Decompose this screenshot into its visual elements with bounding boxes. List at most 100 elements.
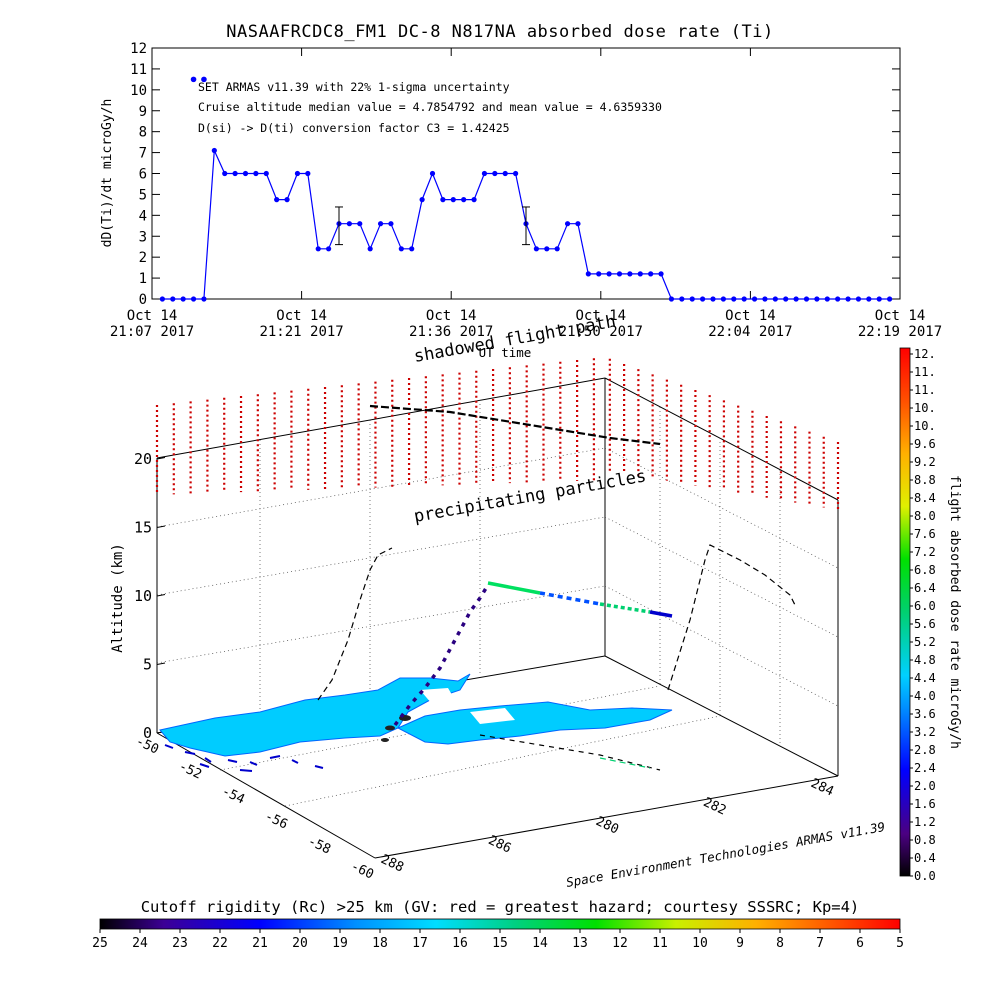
shadow-top xyxy=(369,404,661,446)
x-tick-label-date: Oct 14 xyxy=(875,308,926,324)
data-point xyxy=(668,296,675,302)
outlier-point xyxy=(201,76,207,83)
data-point xyxy=(492,170,498,177)
data-point xyxy=(294,170,301,177)
shadow-right-wall xyxy=(667,544,796,691)
data-point xyxy=(190,296,197,302)
latitude-axis-ticks: -50 -52 -54 -56 -58 -60 xyxy=(133,734,376,883)
data-point xyxy=(284,197,290,203)
longitude-tick-label: 282 xyxy=(701,795,729,819)
dose-colorbar-tick-label: 2.8 xyxy=(914,743,936,757)
data-point xyxy=(689,296,695,302)
dose-colorbar-tick-label: 4.8 xyxy=(914,653,936,667)
data-point xyxy=(700,296,706,302)
data-point xyxy=(481,170,488,177)
data-point xyxy=(377,221,384,227)
y-tick-label: 5 xyxy=(139,187,147,203)
data-point xyxy=(180,296,186,302)
data-point xyxy=(346,221,352,227)
rigidity-colorbar-tick-label: 15 xyxy=(492,936,508,951)
data-point xyxy=(824,296,830,302)
dose-colorbar-tick-label: 4.0 xyxy=(914,689,936,703)
y-tick-label: 9 xyxy=(139,104,147,120)
data-point xyxy=(461,197,467,203)
longitude-tick-label: 284 xyxy=(808,776,836,800)
page-title: NASAAFRCDC8_FM1 DC-8 N817NA absorbed dos… xyxy=(226,22,774,42)
rigidity-colorbar-ticks: 25 24 23 22 21 20 19 18 17 16 15 14 13 12 11 10 9 8 7 6 5 xyxy=(92,929,904,951)
data-point xyxy=(720,296,726,302)
latitude-tick-label: -54 xyxy=(219,784,247,808)
latitude-tick-label: -52 xyxy=(176,759,204,783)
data-point xyxy=(429,170,436,177)
dose-colorbar-tick-label: 9.6 xyxy=(914,437,936,451)
altitude-tick-label: 5 xyxy=(143,656,152,674)
map-land-north xyxy=(396,701,673,745)
dose-colorbar-tick-label: 0.8 xyxy=(914,833,936,847)
data-point xyxy=(211,147,217,154)
y-tick-label: 10 xyxy=(130,83,147,99)
data-point xyxy=(305,170,311,177)
latitude-tick-label: -58 xyxy=(305,834,333,858)
data-point xyxy=(855,296,862,302)
precipitating-particles-label: precipitating particles xyxy=(412,466,647,527)
dose-colorbar-tick-label: 12. xyxy=(914,347,936,361)
rigidity-colorbar-tick-label: 14 xyxy=(532,936,548,951)
dose-colorbar-tick-label: 6.8 xyxy=(914,563,936,577)
dose-colorbar-tick-label: 6.0 xyxy=(914,599,936,613)
x-tick-label-time: 21:21 2017 xyxy=(259,324,343,340)
data-point xyxy=(357,221,363,227)
latitude-tick-label: -60 xyxy=(348,859,376,883)
x-tick-label-date: Oct 14 xyxy=(725,308,776,324)
dose-colorbar-tick-label: 6.4 xyxy=(914,581,936,595)
dose-colorbar-tick-label: 0.0 xyxy=(914,869,936,883)
rigidity-colorbar-fill xyxy=(99,918,901,930)
rigidity-colorbar-tick-label: 20 xyxy=(292,936,308,951)
data-point xyxy=(274,197,280,203)
data-point xyxy=(409,246,415,252)
rigidity-colorbar-tick-label: 13 xyxy=(572,936,588,951)
map-coast-speckle xyxy=(164,744,324,772)
dose-colorbar-tick-label: 2.4 xyxy=(914,761,936,775)
map-land-south xyxy=(159,673,471,757)
dose-colorbar-tick-label: 10. xyxy=(914,419,936,433)
altitude-tick-label: 20 xyxy=(134,450,152,468)
rigidity-colorbar-tick-label: 25 xyxy=(92,936,108,951)
latitude-tick-label: -50 xyxy=(133,734,161,758)
rigidity-colorbar-tick-label: 18 xyxy=(372,936,388,951)
y-tick-label: 12 xyxy=(130,41,147,57)
y-tick-label: 3 xyxy=(139,229,147,245)
longitude-tick-label: 288 xyxy=(378,852,406,876)
rigidity-colorbar-tick-label: 12 xyxy=(612,936,628,951)
x-axis-label: UT time xyxy=(479,345,532,360)
x-tick-label-time: 21:50 2017 xyxy=(559,324,643,340)
annotation-line: Cruise altitude median value = 4.7854792… xyxy=(198,100,662,114)
data-point xyxy=(326,246,332,252)
dose-colorbar-ticks: 12. 11. 11. 10. 10. 9.6 9.2 8.8 8.4 8.0 7.6 7.2 6.8 6… xyxy=(910,347,936,883)
rigidity-colorbar-tick-label: 7 xyxy=(816,936,824,951)
dose-colorbar-tick-label: 4.4 xyxy=(914,671,936,685)
data-point xyxy=(263,170,269,177)
y-tick-label: 6 xyxy=(139,167,147,183)
dose-colorbar-fill xyxy=(899,347,911,877)
data-point xyxy=(544,246,550,252)
data-point xyxy=(596,271,602,277)
dose-colorbar-tick-label: 3.6 xyxy=(914,707,936,721)
data-point xyxy=(793,296,799,302)
annotation-line: SET ARMAS v11.39 with 22% 1-sigma uncert… xyxy=(198,80,510,94)
y-tick-label: 8 xyxy=(139,125,147,141)
dose-colorbar-tick-label: 5.6 xyxy=(914,617,936,631)
altitude-tick-label: 0 xyxy=(143,724,152,742)
altitude-tick-mark xyxy=(156,594,166,597)
plot-annotations: SET ARMAS v11.39 with 22% 1-sigma uncert… xyxy=(198,80,662,135)
y-axis-label: dD(Ti)/dt microGy/h xyxy=(100,99,115,248)
region-map xyxy=(159,673,673,772)
data-point xyxy=(232,170,238,177)
flight-3d-panel: 0 5 10 15 20 Altitude (km) xyxy=(110,312,886,890)
longitude-tick-label: 286 xyxy=(486,833,514,857)
rigidity-colorbar-tick-label: 24 xyxy=(132,936,148,951)
data-point xyxy=(606,271,612,277)
data-point xyxy=(762,296,768,302)
data-point xyxy=(471,197,477,203)
data-point xyxy=(440,197,446,203)
